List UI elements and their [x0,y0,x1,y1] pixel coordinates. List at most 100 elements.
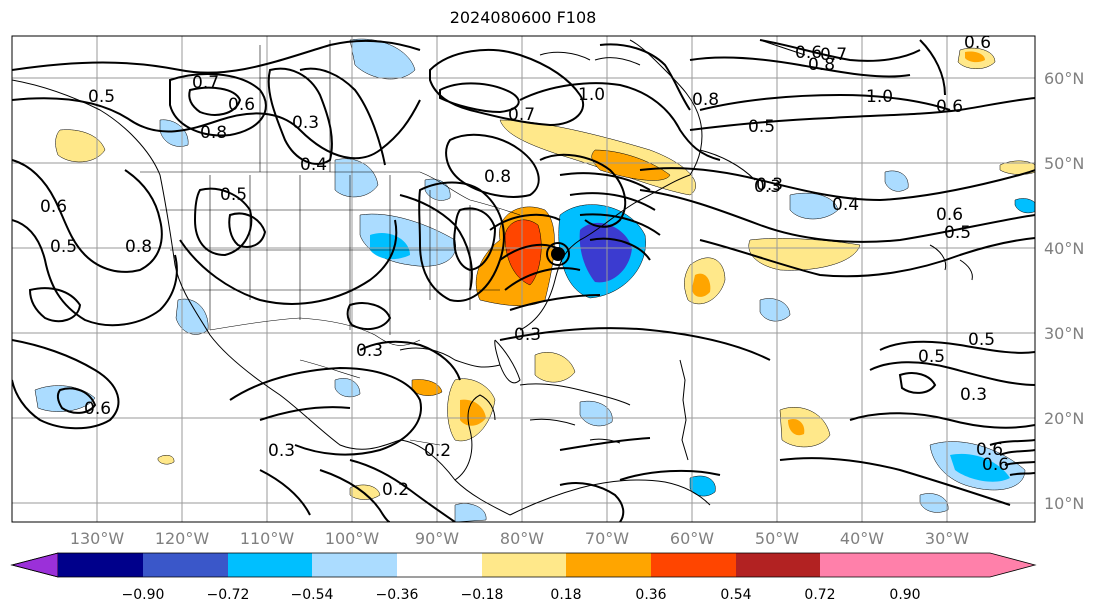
latitude-label: 50°N [1044,154,1084,173]
longitude-label: 90°W [415,529,459,548]
longitude-label: 130°W [70,529,125,548]
contour-label: 0.3 [514,325,541,345]
colorbar-bin [228,553,312,577]
contour-label: 0.4 [832,195,859,215]
colorbar-bin [820,553,905,577]
contour-label: 0.6 [936,205,963,225]
anomaly-warm-shade [55,129,106,163]
anomaly-cool-shade [334,158,379,198]
anomaly-cool-shade [454,503,487,522]
anomaly-warm-shade [779,407,831,448]
anomaly-hot-shade [504,219,542,286]
coastlines [12,39,973,516]
colorbar-tick-label: −0.54 [291,587,334,603]
longitude-label: 60°W [670,529,714,548]
anomaly-warm-shade [999,160,1035,175]
contour-label: 0.6 [936,97,963,117]
contour-label: 0.3 [268,441,295,461]
anomaly-cool-shade [34,385,96,412]
contour-label: 0.6 [84,399,111,419]
latitude-labels: 60°N 50°N 40°N 30°N 20°N 10°N [1044,69,1084,513]
colorbar [10,552,1037,578]
longitude-label: 110°W [240,529,295,548]
anomaly-cool-shade [950,453,1010,482]
anomaly-warm-shade [157,454,175,465]
colorbar-tick-label: −0.36 [376,587,419,603]
colorbar-tick-label: 0.54 [720,587,751,603]
contour-label: 0.5 [918,347,945,367]
contour-label: 0.7 [820,45,847,65]
anomaly-cool-shade [1014,198,1035,214]
colorbar-bin [143,553,228,577]
contour-label: 0.5 [944,223,971,243]
anomaly-cool-shade [789,192,839,220]
longitude-label: 40°W [840,529,884,548]
colorbar-tick-label: 0.18 [550,587,581,603]
longitude-label: 120°W [155,529,210,548]
contour-label: 0.8 [484,167,511,187]
contour-label: 0.6 [982,455,1009,475]
anomaly-cool-shade [884,170,909,192]
contour-label: 0.6 [976,440,1003,460]
cyclone-center-ring [546,242,570,266]
latitude-label: 30°N [1044,324,1084,343]
anomaly-warm-shade [534,352,576,383]
colorbar-bin [58,553,143,577]
longitude-label: 30°W [925,529,969,548]
latitude-label: 10°N [1044,494,1084,513]
anomaly-warm-shade [965,51,985,63]
anomaly-warm-shade [692,273,711,297]
anomaly-cool-shade [759,298,791,322]
longitude-labels: 130°W 120°W 110°W 100°W 90°W 80°W 70°W 6… [70,529,969,548]
contour-labels: 0.5 0.7 0.6 0.8 0.3 0.4 0.5 0.6 0.8 0.5 … [40,33,1009,500]
colorbar-bin [397,553,482,577]
anomaly-cool-shade [334,378,361,398]
contour-label: 0.3 [356,341,383,361]
map-border [11,35,1036,523]
colorbar-right-extend [905,553,1035,577]
contour-label: 0.2 [382,480,409,500]
colorbar-tick-label: 0.90 [889,587,920,603]
latitude-label: 40°N [1044,239,1084,258]
contour-label: 0.3 [754,177,781,197]
contour-label: 0.5 [968,330,995,350]
longitude-label: 50°W [755,529,799,548]
cyclone-center-marker [551,247,565,261]
contour-label: 0.5 [748,117,775,137]
colorbar-tick-labels: −0.90 −0.72 −0.54 −0.36 −0.18 0.18 0.36 … [122,587,921,603]
contour-label: 0.5 [220,185,247,205]
anomaly-cool-shade [579,400,613,427]
map-title: 2024080600 F108 [449,8,597,27]
colorbar-bin [566,553,651,577]
longitude-label: 100°W [325,529,380,548]
anomaly-cool-shade [175,298,209,335]
graticule [12,36,1035,522]
longitude-label: 80°W [500,529,544,548]
contour-label: 0.5 [88,87,115,107]
colorbar-tick-label: −0.90 [122,587,165,603]
contour-label: 0.8 [200,123,227,143]
contour-label: 0.5 [50,237,77,257]
colorbar-bin [651,553,736,577]
contour-label: 0.6 [228,95,255,115]
colorbar-bin [482,553,566,577]
colorbar-bin [736,553,820,577]
contour-label: 0.8 [808,55,835,75]
contour-label: 0.8 [692,90,719,110]
contour-label: 0.3 [960,385,987,405]
contour-lines [12,39,1035,522]
anomaly-warm-shade [460,399,486,426]
anomaly-cool-shade [159,119,189,147]
contour-label: 0.2 [424,441,451,461]
colorbar-tick-label: −0.72 [207,587,250,603]
contour-label: 0.3 [292,113,319,133]
contour-label: 0.3 [756,175,783,195]
anomaly-strong-cool-shade [579,222,632,283]
colorbar-tick-label: −0.18 [461,587,504,603]
latitude-label: 60°N [1044,69,1084,88]
colorbar-bin [312,553,397,577]
contour-label: 0.6 [964,33,991,53]
anomaly-warm-shade [788,418,805,436]
latitude-label: 20°N [1044,409,1084,428]
